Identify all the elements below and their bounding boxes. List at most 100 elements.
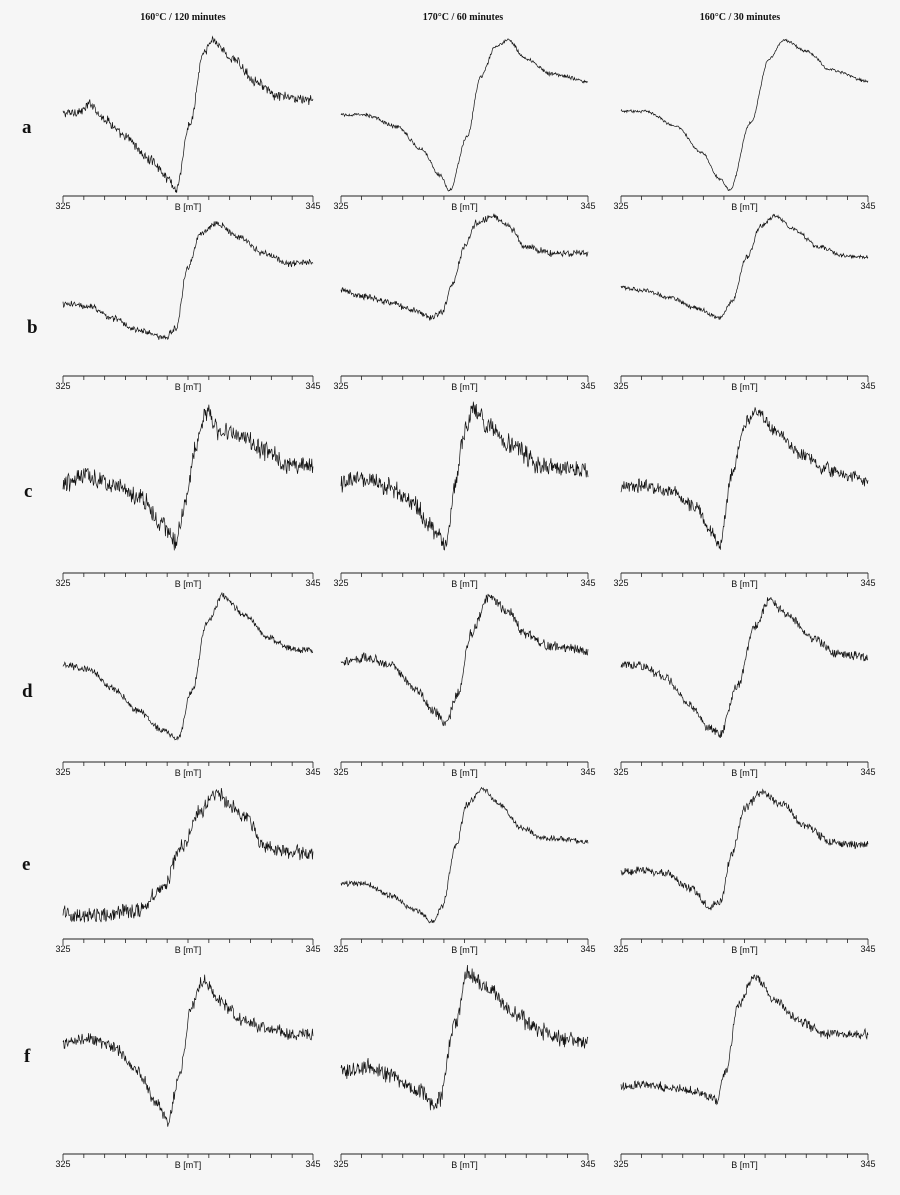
x-tick-label-max: 345 — [580, 944, 595, 954]
x-axis-label: B [mT] — [451, 1160, 478, 1170]
x-tick-label-min: 325 — [613, 578, 628, 588]
x-tick-label-min: 325 — [55, 381, 70, 391]
spectrum-trace — [620, 213, 869, 320]
x-axis-label: B [mT] — [175, 202, 202, 212]
spectrum-trace — [62, 404, 314, 551]
spectrum-panel-c-2: 325 345 B [mT] — [333, 401, 596, 589]
x-tick-label-max: 345 — [860, 767, 875, 777]
x-tick-label-min: 325 — [613, 201, 628, 211]
x-tick-label-max: 345 — [305, 201, 320, 211]
x-tick-label-min: 325 — [333, 201, 348, 211]
x-axis-label: B [mT] — [731, 768, 758, 778]
spectrum-trace — [62, 591, 314, 741]
x-tick-label-max: 345 — [305, 578, 320, 588]
row-label-d: d — [22, 681, 33, 702]
x-axis-label: B [mT] — [731, 945, 758, 955]
x-tick-label-max: 345 — [860, 944, 875, 954]
x-axis-label: B [mT] — [731, 579, 758, 589]
row-label-c: c — [24, 481, 32, 502]
spectrum-trace — [340, 38, 589, 192]
spectrum-panel-f-1: 325 345 B [mT] — [55, 974, 321, 1170]
row-label-a: a — [22, 117, 32, 138]
spectrum-trace — [620, 788, 869, 911]
x-tick-label-max: 345 — [305, 944, 320, 954]
x-tick-label-min: 325 — [55, 944, 70, 954]
column-title-3: 160°C / 30 minutes — [700, 12, 780, 23]
spectrum-trace — [340, 593, 589, 727]
x-tick-label-min: 325 — [55, 1159, 70, 1169]
x-axis-label: B [mT] — [731, 202, 758, 212]
spectrum-trace — [340, 786, 589, 924]
spectrum-trace — [620, 596, 869, 739]
spectrum-panel-e-3: 325 345 B [mT] — [613, 788, 876, 955]
x-axis-label: B [mT] — [175, 1160, 202, 1170]
x-tick-label-min: 325 — [613, 767, 628, 777]
x-tick-label-min: 325 — [55, 201, 70, 211]
spectrum-panel-d-2: 325 345 B [mT] — [333, 593, 596, 778]
x-tick-label-min: 325 — [333, 944, 348, 954]
x-tick-label-min: 325 — [55, 767, 70, 777]
x-axis-label: B [mT] — [451, 202, 478, 212]
x-tick-label-max: 345 — [305, 767, 320, 777]
spectrum-trace — [62, 787, 314, 923]
x-tick-label-max: 345 — [580, 1159, 595, 1169]
spectrum-trace — [62, 221, 314, 341]
spectrum-trace — [340, 213, 589, 321]
spectrum-trace — [620, 974, 869, 1106]
spectrum-panel-e-1: 325 345 B [mT] — [55, 787, 321, 955]
spectrum-panel-a-3: 325 345 B [mT] — [613, 38, 876, 212]
column-title-1: 160°C / 120 minutes — [140, 12, 225, 23]
spectrum-panel-e-2: 325 345 B [mT] — [333, 786, 596, 955]
x-axis-label: B [mT] — [175, 768, 202, 778]
x-tick-label-max: 345 — [580, 201, 595, 211]
x-axis-label: B [mT] — [731, 382, 758, 392]
spectrum-trace — [62, 35, 314, 193]
x-tick-label-min: 325 — [613, 1159, 628, 1169]
x-tick-label-min: 325 — [55, 578, 70, 588]
x-tick-label-max: 345 — [580, 767, 595, 777]
spectrum-trace — [340, 401, 589, 551]
spectrum-panel-d-3: 325 345 B [mT] — [613, 596, 876, 778]
spectrum-panel-f-2: 325 345 B [mT] — [333, 965, 596, 1170]
x-tick-label-min: 325 — [333, 578, 348, 588]
x-axis-label: B [mT] — [451, 579, 478, 589]
x-axis-label: B [mT] — [451, 768, 478, 778]
x-tick-label-max: 345 — [860, 1159, 875, 1169]
x-axis-label: B [mT] — [731, 1160, 758, 1170]
x-axis-label: B [mT] — [175, 579, 202, 589]
row-label-e: e — [22, 854, 30, 875]
x-tick-label-max: 345 — [860, 381, 875, 391]
x-tick-label-max: 345 — [860, 578, 875, 588]
spectrum-panel-c-1: 325 345 B [mT] — [55, 404, 321, 589]
row-label-f: f — [24, 1046, 31, 1067]
spectrum-panel-b-1: 325 345 B [mT] — [55, 221, 321, 392]
column-title-2: 170°C / 60 minutes — [423, 12, 503, 23]
spectrum-panel-a-1: 325 345 B [mT] — [55, 35, 321, 212]
spectrum-panel-d-1: 325 345 B [mT] — [55, 591, 321, 778]
x-tick-label-max: 345 — [580, 381, 595, 391]
spectrum-panel-a-2: 325 345 B [mT] — [333, 38, 596, 212]
spectrum-trace — [62, 974, 314, 1127]
x-tick-label-max: 345 — [580, 578, 595, 588]
x-tick-label-min: 325 — [613, 944, 628, 954]
x-axis-label: B [mT] — [175, 945, 202, 955]
x-tick-label-max: 345 — [305, 1159, 320, 1169]
x-tick-label-min: 325 — [333, 1159, 348, 1169]
spectrum-trace — [620, 38, 869, 191]
x-axis-label: B [mT] — [175, 382, 202, 392]
x-tick-label-min: 325 — [333, 381, 348, 391]
x-axis-label: B [mT] — [451, 945, 478, 955]
x-tick-label-min: 325 — [613, 381, 628, 391]
spectrum-panel-c-3: 325 345 B [mT] — [613, 407, 876, 589]
x-tick-label-max: 345 — [860, 201, 875, 211]
spectrum-trace — [620, 407, 869, 550]
spectrum-panel-b-2: 325 345 B [mT] — [333, 213, 596, 392]
spectrum-trace — [340, 965, 589, 1111]
spectrum-panel-b-3: 325 345 B [mT] — [613, 213, 876, 392]
x-tick-label-min: 325 — [333, 767, 348, 777]
row-label-b: b — [27, 317, 38, 338]
x-tick-label-max: 345 — [305, 381, 320, 391]
x-axis-label: B [mT] — [451, 382, 478, 392]
